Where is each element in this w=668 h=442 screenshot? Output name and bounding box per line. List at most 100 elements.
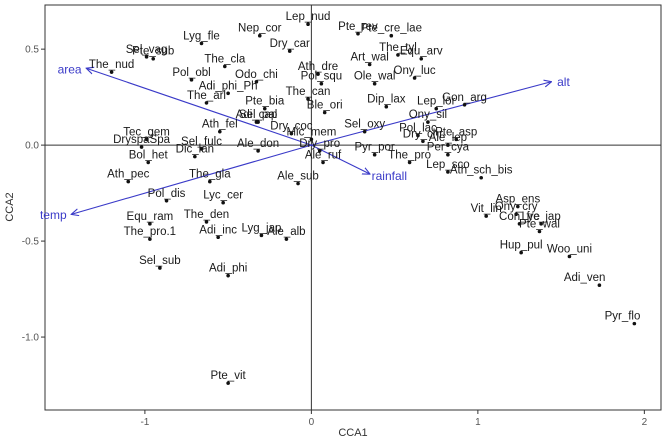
- species-point: [306, 97, 310, 101]
- species-point: [109, 70, 114, 74]
- species-point: [164, 198, 169, 203]
- species-point: [421, 139, 425, 144]
- species-point: [226, 381, 230, 385]
- species-label: DryspaSpa: [113, 134, 170, 146]
- species-point: [259, 233, 264, 238]
- species-point: [309, 137, 314, 142]
- species-label: Pyr_flo: [605, 311, 641, 323]
- species-point: [226, 91, 230, 96]
- species-point: [199, 147, 204, 151]
- species-label: Tec_gem: [123, 126, 170, 138]
- species-label: Pol_lac: [399, 123, 437, 135]
- species-point: [446, 170, 450, 174]
- species-label: Nep_cor: [238, 23, 282, 35]
- species-point: [226, 273, 230, 278]
- species-point: [146, 160, 151, 165]
- y-tick-label: 0.5: [25, 45, 39, 56]
- species-label: Adi_cap: [236, 109, 278, 121]
- species-point: [254, 79, 259, 84]
- species-point: [356, 31, 360, 36]
- species-label: Sel_vag: [126, 44, 168, 56]
- environmental-vectors: area temp rainfall alt: [40, 62, 571, 222]
- reference-lines: [45, 5, 661, 410]
- species-label: Dry_pro: [299, 138, 340, 150]
- species-label: Gon_arg: [442, 92, 487, 104]
- species-point: [158, 266, 162, 270]
- species-label: Lep_lor: [417, 96, 456, 108]
- y-tick-label: -0.5: [22, 237, 40, 248]
- species-point: [151, 56, 156, 61]
- y-axis-title: CCA2: [4, 192, 16, 221]
- species-point: [144, 137, 149, 142]
- species-point: [284, 237, 289, 241]
- species-point: [321, 160, 325, 165]
- species-label: Ole_wal: [354, 71, 396, 83]
- species-label: Lyc_jap: [522, 211, 561, 223]
- species-label: Pte_rev: [338, 21, 378, 33]
- species-point: [372, 81, 377, 86]
- species-label: Pol_obl: [172, 67, 210, 79]
- species-label: Pte_wal: [519, 218, 560, 230]
- x-tick-label: -1: [140, 417, 149, 428]
- species-point: [516, 204, 520, 209]
- plot-panel: [44, 4, 662, 411]
- species-point: [256, 149, 260, 153]
- species-label: Dry_coc: [270, 121, 312, 133]
- species-point: [389, 33, 394, 38]
- species-label: Pte_bia: [245, 96, 285, 108]
- x-tick-label: 1: [475, 417, 481, 428]
- species-label: Pte_asp: [435, 126, 477, 138]
- y-tick-label: 0.0: [25, 141, 39, 152]
- species-label: Lep_sco: [426, 159, 469, 171]
- species-label: Lyg_fle: [183, 30, 220, 42]
- env-label-alt: alt: [557, 75, 570, 89]
- species-label: Per_cya: [427, 142, 470, 154]
- axis-ticks: -1 0 1 2 0.5 0.0 -0.5 -1.0: [22, 45, 648, 428]
- species-point: [322, 110, 327, 115]
- x-tick-label: 2: [642, 417, 648, 428]
- species-label: Dry_car: [270, 38, 310, 50]
- species-point: [204, 220, 209, 224]
- species-label: Mic_mem: [286, 126, 336, 138]
- species-label: Odo_chi: [235, 69, 278, 81]
- species-point: [446, 143, 450, 147]
- species-label: Ath_fel: [202, 119, 238, 131]
- species-point: [296, 181, 300, 186]
- species-label: Dip_lax: [367, 94, 406, 106]
- env-arrow-area: [87, 68, 312, 146]
- species-point: [384, 104, 389, 109]
- species-label: Dic_lan: [176, 144, 214, 156]
- species-point: [317, 149, 322, 153]
- species-point: [257, 33, 262, 38]
- env-label-temp: temp: [40, 208, 67, 222]
- species-point: [597, 283, 602, 288]
- species-point: [148, 222, 152, 226]
- species-point: [539, 222, 543, 226]
- species-label: The_pro: [388, 149, 431, 161]
- species-label: Asp_ens: [495, 194, 540, 206]
- x-axis-title: CCA1: [338, 427, 367, 439]
- species-point: [204, 101, 209, 105]
- species-point: [537, 229, 542, 234]
- species-point: [221, 200, 225, 205]
- species-label: Lyg_jap: [242, 222, 282, 234]
- species-point: [454, 137, 459, 142]
- species-label: Sel_pal: [239, 109, 277, 121]
- species-point: [519, 250, 523, 255]
- species-point: [407, 160, 412, 165]
- species-label: Pte_sub: [132, 46, 174, 58]
- y-tick-label: -1.0: [22, 333, 40, 344]
- species-label: Dry_chr: [403, 128, 443, 140]
- species-label: Sel_sub: [139, 255, 181, 267]
- species-point: [216, 235, 220, 240]
- species-label: Bol_het: [129, 149, 169, 161]
- species-point: [319, 81, 324, 86]
- species-point: [316, 72, 320, 76]
- species-label: Pte_cre_lae: [361, 23, 422, 35]
- species-point: [256, 120, 260, 124]
- species-label: Sel_oxy: [344, 119, 385, 131]
- species-point: [223, 64, 227, 69]
- species-point: [218, 129, 222, 134]
